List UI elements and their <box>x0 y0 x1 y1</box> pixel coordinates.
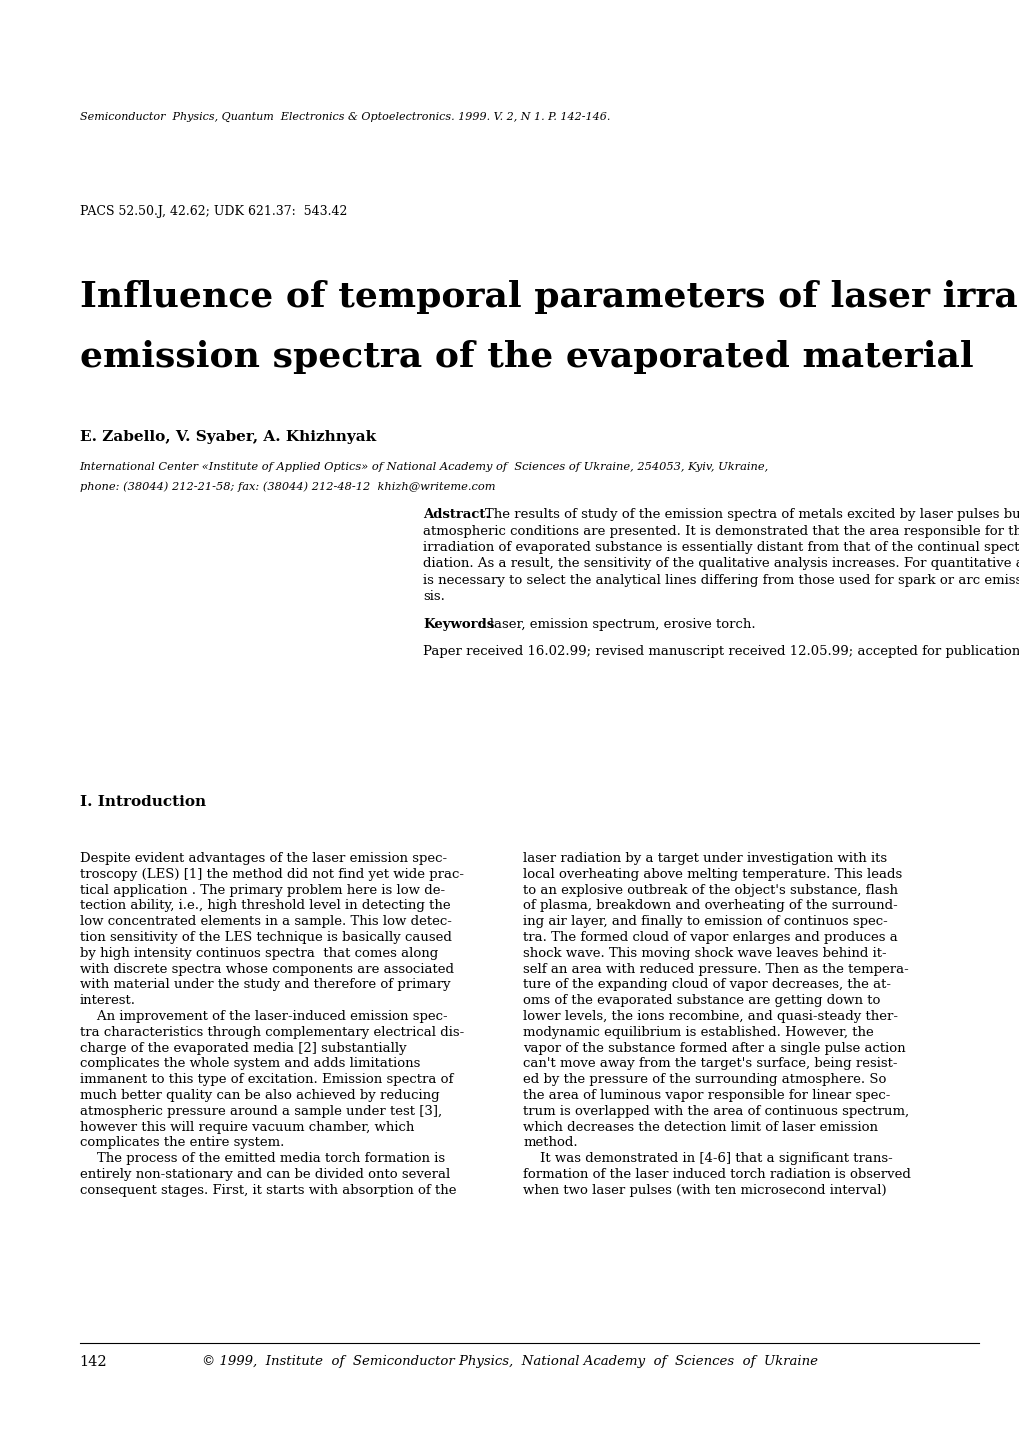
Text: which decreases the detection limit of laser emission: which decreases the detection limit of l… <box>523 1121 877 1134</box>
Text: modynamic equilibrium is established. However, the: modynamic equilibrium is established. Ho… <box>523 1026 873 1039</box>
Text: emission spectra of the evaporated material: emission spectra of the evaporated mater… <box>79 341 972 374</box>
Text: Despite evident advantages of the laser emission spec-: Despite evident advantages of the laser … <box>79 851 446 864</box>
Text: with discrete spectra whose components are associated: with discrete spectra whose components a… <box>79 962 453 975</box>
Text: Semiconductor  Physics, Quantum  Electronics & Optoelectronics. 1999. V. 2, N 1.: Semiconductor Physics, Quantum Electroni… <box>79 113 609 123</box>
Text: diation. As a result, the sensitivity of the qualitative analysis increases. For: diation. As a result, the sensitivity of… <box>423 557 1019 570</box>
Text: low concentrated elements in a sample. This low detec-: low concentrated elements in a sample. T… <box>79 915 451 928</box>
Text: self an area with reduced pressure. Then as the tempera-: self an area with reduced pressure. Then… <box>523 962 908 975</box>
Text: atmospheric conditions are presented. It is demonstrated that the area responsib: atmospheric conditions are presented. It… <box>423 524 1019 537</box>
Text: Keywords: Keywords <box>423 618 494 631</box>
Text: immanent to this type of excitation. Emission spectra of: immanent to this type of excitation. Emi… <box>79 1074 452 1087</box>
Text: shock wave. This moving shock wave leaves behind it-: shock wave. This moving shock wave leave… <box>523 947 886 960</box>
Text: complicates the whole system and adds limitations: complicates the whole system and adds li… <box>79 1058 420 1071</box>
Text: charge of the evaporated media [2] substantially: charge of the evaporated media [2] subst… <box>79 1042 406 1055</box>
Text: International Center «Institute of Applied Optics» of National Academy of  Scien: International Center «Institute of Appli… <box>79 462 768 472</box>
Text: ed by the pressure of the surrounding atmosphere. So: ed by the pressure of the surrounding at… <box>523 1074 886 1087</box>
Text: with material under the study and therefore of primary: with material under the study and theref… <box>79 978 449 991</box>
Text: atmospheric pressure around a sample under test [3],: atmospheric pressure around a sample und… <box>79 1105 441 1118</box>
Text: Paper received 16.02.99; revised manuscript received 12.05.99; accepted for publ: Paper received 16.02.99; revised manuscr… <box>423 645 1019 658</box>
Text: It was demonstrated in [4-6] that a significant trans-: It was demonstrated in [4-6] that a sign… <box>523 1152 892 1165</box>
Text: however this will require vacuum chamber, which: however this will require vacuum chamber… <box>79 1121 414 1134</box>
Text: trum is overlapped with the area of continuous spectrum,: trum is overlapped with the area of cont… <box>523 1105 908 1118</box>
Text: I. Introduction: I. Introduction <box>79 795 206 810</box>
Text: the area of luminous vapor responsible for linear spec-: the area of luminous vapor responsible f… <box>523 1089 890 1102</box>
Text: consequent stages. First, it starts with absorption of the: consequent stages. First, it starts with… <box>79 1183 455 1196</box>
Text: can't move away from the target's surface, being resist-: can't move away from the target's surfac… <box>523 1058 897 1071</box>
Text: interest.: interest. <box>79 994 136 1007</box>
Text: is necessary to select the analytical lines differing from those used for spark : is necessary to select the analytical li… <box>423 574 1019 587</box>
Text: much better quality can be also achieved by reducing: much better quality can be also achieved… <box>79 1089 439 1102</box>
Text: lower levels, the ions recombine, and quasi-steady ther-: lower levels, the ions recombine, and qu… <box>523 1010 897 1023</box>
Text: formation of the laser induced torch radiation is observed: formation of the laser induced torch rad… <box>523 1167 910 1180</box>
Text: PACS 52.50.J, 42.62; UDK 621.37:  543.42: PACS 52.50.J, 42.62; UDK 621.37: 543.42 <box>79 205 346 218</box>
Text: sis.: sis. <box>423 590 444 603</box>
Text: laser radiation by a target under investigation with its: laser radiation by a target under invest… <box>523 851 887 864</box>
Text: © 1999,  Institute  of  Semiconductor Physics,  National Academy  of  Sciences  : © 1999, Institute of Semiconductor Physi… <box>202 1355 817 1368</box>
Text: complicates the entire system.: complicates the entire system. <box>79 1137 283 1150</box>
Text: to an explosive outbreak of the object's substance, flash: to an explosive outbreak of the object's… <box>523 883 897 896</box>
Text: irradiation of evaporated substance is essentially distant from that of the cont: irradiation of evaporated substance is e… <box>423 541 1019 554</box>
Text: tical application . The primary problem here is low de-: tical application . The primary problem … <box>79 883 444 896</box>
Text: : laser, emission spectrum, erosive torch.: : laser, emission spectrum, erosive torc… <box>481 618 755 631</box>
Text: tra characteristics through complementary electrical dis-: tra characteristics through complementar… <box>79 1026 464 1039</box>
Text: ing air layer, and finally to emission of continuos spec-: ing air layer, and finally to emission o… <box>523 915 887 928</box>
Text: method.: method. <box>523 1137 577 1150</box>
Text: E. Zabello, V. Syaber, A. Khizhnyak: E. Zabello, V. Syaber, A. Khizhnyak <box>79 430 375 444</box>
Text: Influence of temporal parameters of laser irradiation on: Influence of temporal parameters of lase… <box>79 280 1019 315</box>
Text: when two laser pulses (with ten microsecond interval): when two laser pulses (with ten microsec… <box>523 1183 886 1196</box>
Text: Adstract.: Adstract. <box>423 508 490 521</box>
Text: The process of the emitted media torch formation is: The process of the emitted media torch f… <box>79 1152 444 1165</box>
Text: entirely non-stationary and can be divided onto several: entirely non-stationary and can be divid… <box>79 1167 449 1180</box>
Text: by high intensity continuos spectra  that comes along: by high intensity continuos spectra that… <box>79 947 437 960</box>
Text: ture of the expanding cloud of vapor decreases, the at-: ture of the expanding cloud of vapor dec… <box>523 978 891 991</box>
Text: tra. The formed cloud of vapor enlarges and produces a: tra. The formed cloud of vapor enlarges … <box>523 931 897 944</box>
Text: vapor of the substance formed after a single pulse action: vapor of the substance formed after a si… <box>523 1042 905 1055</box>
Text: The results of study of the emission spectra of metals excited by laser pulses b: The results of study of the emission spe… <box>485 508 1019 521</box>
Text: tection ability, i.e., high threshold level in detecting the: tection ability, i.e., high threshold le… <box>79 899 449 912</box>
Text: An improvement of the laser-induced emission spec-: An improvement of the laser-induced emis… <box>79 1010 446 1023</box>
Text: local overheating above melting temperature. This leads: local overheating above melting temperat… <box>523 867 902 880</box>
Text: oms of the evaporated substance are getting down to: oms of the evaporated substance are gett… <box>523 994 879 1007</box>
Text: troscopy (LES) [1] the method did not find yet wide prac-: troscopy (LES) [1] the method did not fi… <box>79 867 463 880</box>
Text: phone: (38044) 212-21-58; fax: (38044) 212-48-12  khizh@writeme.com: phone: (38044) 212-21-58; fax: (38044) 2… <box>79 481 494 492</box>
Text: tion sensitivity of the LES technique is basically caused: tion sensitivity of the LES technique is… <box>79 931 451 944</box>
Text: 142: 142 <box>79 1355 107 1369</box>
Text: of plasma, breakdown and overheating of the surround-: of plasma, breakdown and overheating of … <box>523 899 897 912</box>
